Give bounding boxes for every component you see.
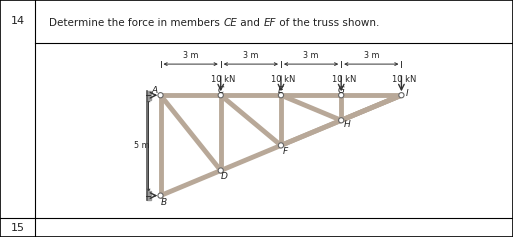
Text: 10 kN: 10 kN bbox=[331, 75, 356, 84]
Text: 3 m: 3 m bbox=[364, 51, 379, 60]
Text: EF: EF bbox=[263, 18, 275, 28]
Text: 3 m: 3 m bbox=[303, 51, 319, 60]
Circle shape bbox=[339, 93, 344, 98]
Text: 10 kN: 10 kN bbox=[392, 75, 416, 84]
Text: B: B bbox=[161, 197, 167, 206]
Circle shape bbox=[158, 193, 163, 198]
Text: and: and bbox=[237, 18, 263, 28]
Circle shape bbox=[158, 93, 163, 98]
Text: I: I bbox=[406, 89, 408, 98]
Text: of the truss shown.: of the truss shown. bbox=[275, 18, 379, 28]
Text: 10 kN: 10 kN bbox=[271, 75, 295, 84]
Text: 3 m: 3 m bbox=[243, 51, 259, 60]
Circle shape bbox=[218, 93, 223, 98]
Text: H: H bbox=[343, 120, 350, 129]
Circle shape bbox=[339, 118, 344, 123]
Text: G: G bbox=[338, 86, 345, 95]
Text: 14: 14 bbox=[10, 16, 25, 26]
Circle shape bbox=[279, 93, 284, 98]
Text: E: E bbox=[278, 86, 284, 95]
Text: Determine the force in members: Determine the force in members bbox=[49, 18, 223, 28]
Bar bbox=[147, 91, 151, 100]
Text: 10 kN: 10 kN bbox=[211, 75, 235, 84]
Circle shape bbox=[218, 168, 223, 173]
Circle shape bbox=[279, 143, 284, 148]
Text: 5 m: 5 m bbox=[133, 141, 149, 150]
Circle shape bbox=[399, 93, 404, 98]
Bar bbox=[147, 191, 151, 200]
Text: CE: CE bbox=[223, 18, 237, 28]
Text: 15: 15 bbox=[10, 223, 25, 232]
Text: D: D bbox=[221, 173, 228, 182]
Text: 3 m: 3 m bbox=[183, 51, 199, 60]
Text: C: C bbox=[218, 86, 224, 95]
Text: F: F bbox=[283, 146, 288, 155]
Text: A: A bbox=[152, 86, 158, 95]
